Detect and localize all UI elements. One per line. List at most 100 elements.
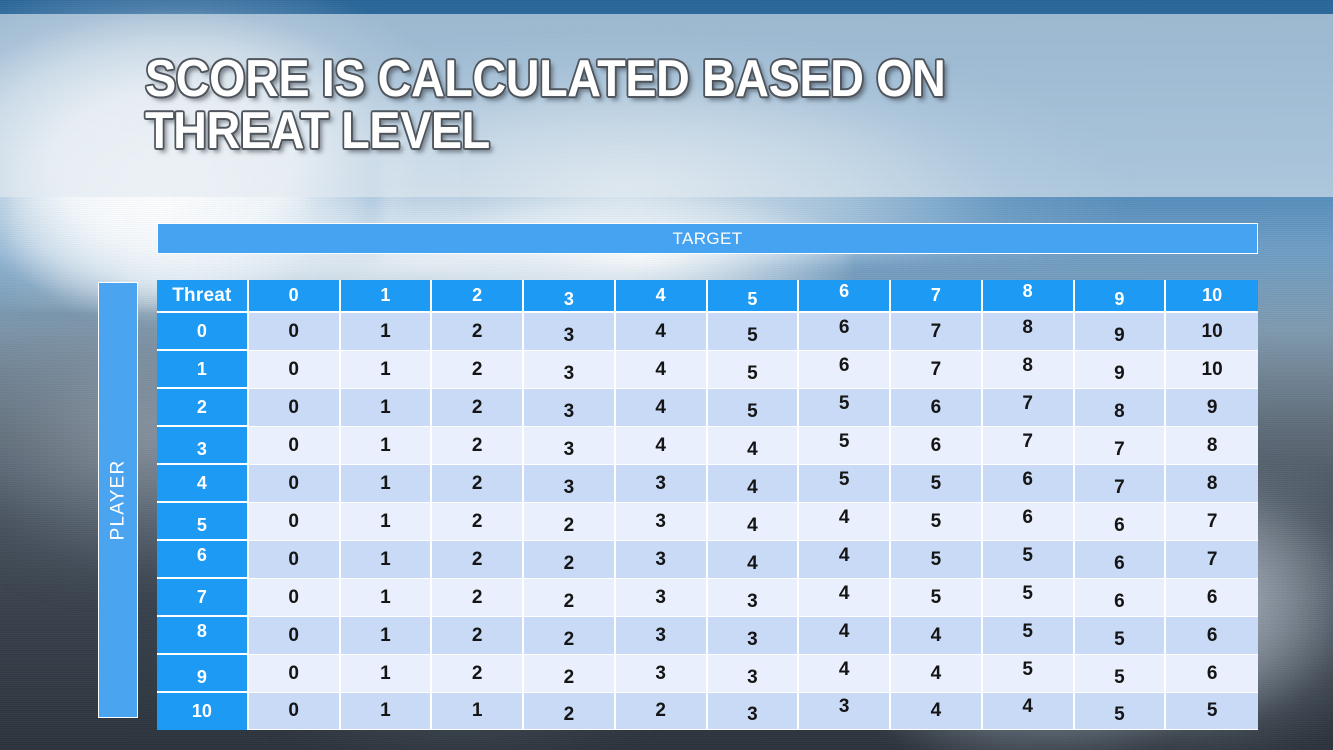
matrix-cell-value: 6	[930, 396, 942, 418]
matrix-cell-value: 3	[838, 696, 850, 717]
matrix-cell-p6-t1: 1	[340, 541, 433, 579]
matrix-cell-p4-t7: 5	[891, 465, 983, 503]
matrix-cell-value: 4	[1022, 696, 1033, 717]
matrix-cell-p9-t7: 4	[891, 655, 983, 693]
matrix-cell-p9-t8: 5	[982, 655, 1075, 693]
matrix-cell-p7-t2: 2	[432, 579, 524, 617]
score-matrix-table: Threat 0 1 2 3 4 5 6 7 8 9 10 0 0 1 2 3 4 5 6 7 8 9 10 1 0 1 2 3 4 5…	[157, 280, 1258, 730]
matrix-cell-value: 7	[1114, 476, 1125, 498]
matrix-cell-p2-t0: 0	[248, 389, 341, 427]
matrix-cell-p9-t9: 5	[1074, 655, 1167, 693]
matrix-column-header-0: 0	[248, 280, 341, 313]
matrix-cell-value: 8	[1022, 316, 1033, 338]
matrix-cell-p6-t3: 2	[524, 541, 616, 579]
matrix-column-header-5: 5	[707, 280, 800, 313]
matrix-cell-p5-t2: 2	[432, 503, 524, 541]
matrix-row-header-7: 7	[157, 579, 249, 617]
matrix-column-header-7: 7	[891, 280, 983, 313]
target-axis-label: TARGET	[672, 228, 743, 248]
matrix-cell-value: 5	[747, 324, 758, 346]
matrix-cell-p3-t8: 7	[982, 427, 1075, 465]
matrix-cell-p0-t4: 4	[615, 313, 708, 351]
matrix-cell-p2-t3: 3	[524, 389, 616, 427]
matrix-cell-value: 1	[380, 662, 391, 684]
matrix-cell-value: 7	[930, 358, 942, 380]
matrix-cell-p0-t5: 5	[707, 313, 800, 351]
matrix-cell-value: 0	[288, 434, 299, 456]
matrix-cell-p5-t3: 2	[524, 503, 616, 541]
matrix-cell-value: 5	[930, 586, 942, 608]
matrix-cell-value: 2	[471, 396, 483, 418]
matrix-cell-value: 4	[655, 320, 666, 342]
matrix-cell-p6-t8: 5	[982, 541, 1075, 579]
matrix-cell-p4-t0: 0	[248, 465, 341, 503]
matrix-cell-value: 3	[747, 590, 758, 612]
matrix-cell-p4-t4: 3	[615, 465, 708, 503]
column-header-value: 8	[1022, 281, 1033, 301]
matrix-cell-value: 5	[1022, 582, 1033, 604]
matrix-cell-value: 2	[471, 358, 483, 380]
matrix-cell-p4-t6: 5	[799, 465, 891, 503]
matrix-cell-value: 4	[747, 476, 758, 498]
matrix-cell-value: 7	[1114, 438, 1125, 460]
matrix-cell-value: 3	[655, 662, 666, 684]
matrix-cell-p9-t1: 1	[340, 655, 433, 693]
matrix-cell-p2-t2: 2	[432, 389, 524, 427]
matrix-cell-p9-t0: 0	[248, 655, 341, 693]
matrix-cell-p0-t3: 3	[524, 313, 616, 351]
column-header-value: 1	[380, 285, 391, 305]
matrix-cell-value: 0	[288, 358, 299, 380]
matrix-cell-p3-t4: 4	[615, 427, 708, 465]
matrix-cell-value: 0	[288, 510, 299, 532]
matrix-cell-value: 3	[747, 666, 758, 688]
matrix-cell-value: 8	[1022, 354, 1033, 376]
matrix-row-header-6: 6	[157, 541, 249, 579]
matrix-cell-p10-t3: 2	[524, 693, 616, 730]
matrix-cell-value: 6	[1114, 514, 1125, 536]
column-header-value: 4	[655, 285, 666, 305]
matrix-cell-value: 2	[471, 624, 483, 646]
matrix-cell-value: 3	[655, 548, 666, 570]
matrix-cell-value: 2	[471, 434, 483, 456]
table-row: 1 0 1 2 3 4 5 6 7 8 9 10	[157, 351, 1258, 389]
matrix-cell-value: 2	[471, 548, 483, 570]
row-header-value: 6	[196, 544, 207, 565]
matrix-cell-value: 2	[471, 510, 483, 532]
matrix-cell-p5-t8: 6	[982, 503, 1075, 541]
matrix-cell-p4-t2: 2	[432, 465, 524, 503]
matrix-cell-value: 1	[380, 510, 391, 532]
matrix-cell-value: 1	[380, 624, 391, 646]
row-header-value: 10	[191, 701, 212, 721]
table-row: 8 0 1 2 2 3 3 4 4 5 5 6	[157, 617, 1258, 655]
matrix-cell-value: 2	[563, 628, 575, 650]
matrix-cell-p5-t6: 4	[799, 503, 891, 541]
matrix-cell-value: 5	[838, 430, 850, 452]
matrix-cell-value: 4	[655, 396, 666, 418]
matrix-cell-p5-t4: 3	[615, 503, 708, 541]
matrix-cell-value: 0	[288, 320, 299, 342]
matrix-cell-value: 0	[288, 662, 299, 684]
matrix-cell-value: 4	[838, 544, 850, 566]
page-title: SCORE IS CALCULATED BASED ON THREAT LEVE…	[145, 50, 946, 160]
matrix-cell-value: 6	[1206, 662, 1218, 684]
matrix-cell-p1-t9: 9	[1074, 351, 1167, 389]
matrix-column-header-4: 4	[615, 280, 708, 313]
table-row: 4 0 1 2 3 3 4 5 5 6 7 8	[157, 465, 1258, 503]
matrix-cell-value: 7	[1022, 430, 1033, 452]
matrix-cell-p9-t5: 3	[707, 655, 800, 693]
matrix-cell-value: 0	[288, 472, 299, 494]
matrix-cell-p7-t8: 5	[982, 579, 1075, 617]
matrix-cell-p9-t6: 4	[799, 655, 891, 693]
matrix-cell-p6-t0: 0	[248, 541, 341, 579]
matrix-cell-p8-t2: 2	[432, 617, 524, 655]
matrix-cell-value: 9	[1206, 396, 1218, 418]
matrix-cell-p5-t9: 6	[1074, 503, 1167, 541]
matrix-cell-p10-t8: 4	[982, 693, 1075, 730]
matrix-row-header-3: 3	[157, 427, 249, 465]
column-header-value: 9	[1114, 289, 1125, 309]
matrix-cell-value: 3	[563, 476, 575, 498]
matrix-cell-value: 5	[1022, 620, 1033, 642]
matrix-cell-value: 8	[1206, 472, 1218, 494]
matrix-cell-value: 2	[471, 662, 483, 684]
